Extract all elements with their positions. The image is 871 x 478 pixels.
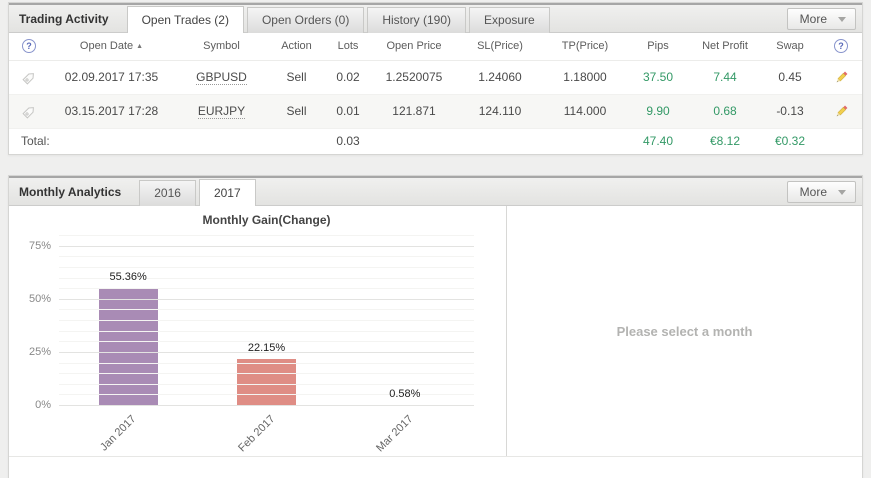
column-tp-price[interactable]: TP(Price) — [544, 33, 626, 61]
gridline — [59, 341, 474, 343]
open-trades-table: ? Open Date ▲ Symbol Action Lots Open Pri… — [9, 33, 862, 154]
monthly-analytics-panel: Monthly Analytics 2016 2017 More Monthly… — [8, 175, 863, 478]
y-axis-tick: 75% — [28, 239, 51, 252]
trading-activity-panel: Trading Activity Open Trades (2) Open Or… — [8, 2, 863, 155]
chevron-down-icon — [838, 16, 846, 22]
y-axis-tick: 0% — [35, 399, 51, 411]
bar-jan-2017[interactable] — [98, 288, 158, 406]
cell-net-profit: 7.44 — [690, 60, 760, 95]
trading-activity-header: Trading Activity Open Trades (2) Open Or… — [9, 3, 862, 33]
month-detail-section: Please select a month — [506, 206, 862, 456]
column-sl-price[interactable]: SL(Price) — [456, 33, 544, 61]
cell-sl-price: 1.24060 — [456, 60, 544, 95]
gridline — [59, 383, 474, 385]
column-open-price[interactable]: Open Price — [372, 33, 456, 61]
cell-tp-price: 1.18000 — [544, 60, 626, 95]
help-icon[interactable]: ? — [22, 39, 36, 54]
edit-icon[interactable] — [834, 104, 849, 119]
column-lots[interactable]: Lots — [324, 33, 372, 61]
gridline — [59, 309, 474, 311]
total-swap: €0.32 — [774, 134, 806, 149]
gridline — [59, 330, 474, 332]
gridline — [59, 405, 474, 406]
table-row: 03.15.2017 17:28 EURJPY Sell 0.01 121.87… — [9, 94, 862, 129]
gridline — [59, 288, 474, 290]
symbol-link[interactable]: GBPUSD — [196, 70, 247, 85]
column-swap[interactable]: Swap — [760, 33, 820, 61]
analytics-footer — [9, 456, 862, 478]
cell-net-profit: 0.68 — [690, 94, 760, 129]
gridline — [59, 373, 474, 375]
more-button-label: More — [799, 185, 827, 199]
gridline — [59, 256, 474, 258]
tab-2017[interactable]: 2017 — [198, 179, 256, 206]
chevron-down-icon — [838, 189, 846, 195]
analytics-body: Monthly Gain(Change) 0% 25% 50% 75% 55.3… — [9, 206, 862, 456]
cell-lots: 0.01 — [324, 94, 372, 129]
column-action[interactable]: Action — [269, 33, 324, 61]
more-button-trading[interactable]: More — [786, 8, 856, 30]
total-net-profit: €8.12 — [709, 134, 741, 149]
cell-action: Sell — [269, 94, 324, 129]
bar-value-label: 55.36% — [109, 271, 147, 284]
column-symbol[interactable]: Symbol — [174, 33, 269, 61]
tab-2016[interactable]: 2016 — [139, 180, 196, 206]
monthly-analytics-header: Monthly Analytics 2016 2017 More — [9, 176, 862, 206]
gridline — [59, 245, 474, 247]
cell-pips: 9.90 — [626, 94, 690, 129]
table-header-row: ? Open Date ▲ Symbol Action Lots Open Pri… — [9, 33, 862, 61]
cell-open-date: 02.09.2017 17:35 — [49, 60, 174, 95]
cell-swap: 0.45 — [760, 60, 820, 95]
cell-open-price: 121.871 — [372, 94, 456, 129]
gridline — [59, 266, 474, 268]
tab-history[interactable]: History (190) — [367, 7, 467, 33]
tag-icon[interactable] — [21, 103, 38, 120]
chart-title: Monthly Gain(Change) — [202, 213, 331, 227]
column-pips[interactable]: Pips — [626, 33, 690, 61]
cell-swap: -0.13 — [760, 94, 820, 129]
chart-plot-area — [59, 235, 474, 406]
column-open-date[interactable]: Open Date ▲ — [49, 33, 174, 61]
bar-feb-2017[interactable] — [237, 358, 296, 406]
cell-action: Sell — [269, 60, 324, 95]
y-axis-tick: 50% — [28, 292, 51, 305]
cell-lots: 0.02 — [324, 60, 372, 95]
table-row: 02.09.2017 17:35 GBPUSD Sell 0.02 1.2520… — [9, 60, 862, 95]
more-button-label: More — [799, 12, 827, 26]
gridline — [59, 320, 474, 321]
cell-open-price: 1.2520075 — [372, 60, 456, 95]
monthly-gain-chart: Monthly Gain(Change) 0% 25% 50% 75% 55.3… — [9, 206, 506, 456]
gridline — [59, 235, 474, 236]
tag-icon[interactable] — [21, 69, 38, 86]
column-net-profit[interactable]: Net Profit — [690, 33, 760, 61]
gridline — [59, 351, 474, 353]
select-month-placeholder: Please select a month — [616, 323, 753, 339]
total-label: Total: — [21, 134, 50, 149]
tab-open-orders[interactable]: Open Orders (0) — [246, 7, 365, 33]
sort-asc-icon: ▲ — [136, 43, 144, 51]
gridline — [59, 362, 474, 364]
more-button-analytics[interactable]: More — [786, 181, 856, 203]
total-pips: 47.40 — [642, 134, 674, 149]
bar-value-label: 22.15% — [247, 341, 286, 354]
total-row: Total: 0.03 47.40 €8.12 €0.32 — [9, 128, 862, 154]
help-icon[interactable]: ? — [834, 39, 848, 54]
y-axis-tick: 25% — [28, 345, 51, 358]
edit-icon[interactable] — [834, 70, 849, 85]
total-lots: 0.03 — [336, 134, 360, 149]
cell-sl-price: 124.110 — [456, 94, 544, 129]
tab-open-trades[interactable]: Open Trades (2) — [126, 6, 244, 33]
symbol-link[interactable]: EURJPY — [197, 104, 246, 119]
panel-title-monthly-analytics: Monthly Analytics — [19, 184, 122, 199]
panel-title-trading-activity: Trading Activity — [19, 11, 109, 26]
cell-tp-price: 114.000 — [544, 94, 626, 129]
cell-pips: 37.50 — [626, 60, 690, 95]
bar-value-label: 0.58% — [389, 387, 421, 400]
gridline — [59, 394, 474, 396]
gridline — [59, 298, 474, 300]
cell-open-date: 03.15.2017 17:28 — [49, 94, 174, 129]
gridline — [59, 277, 474, 279]
tab-exposure[interactable]: Exposure — [469, 7, 550, 33]
